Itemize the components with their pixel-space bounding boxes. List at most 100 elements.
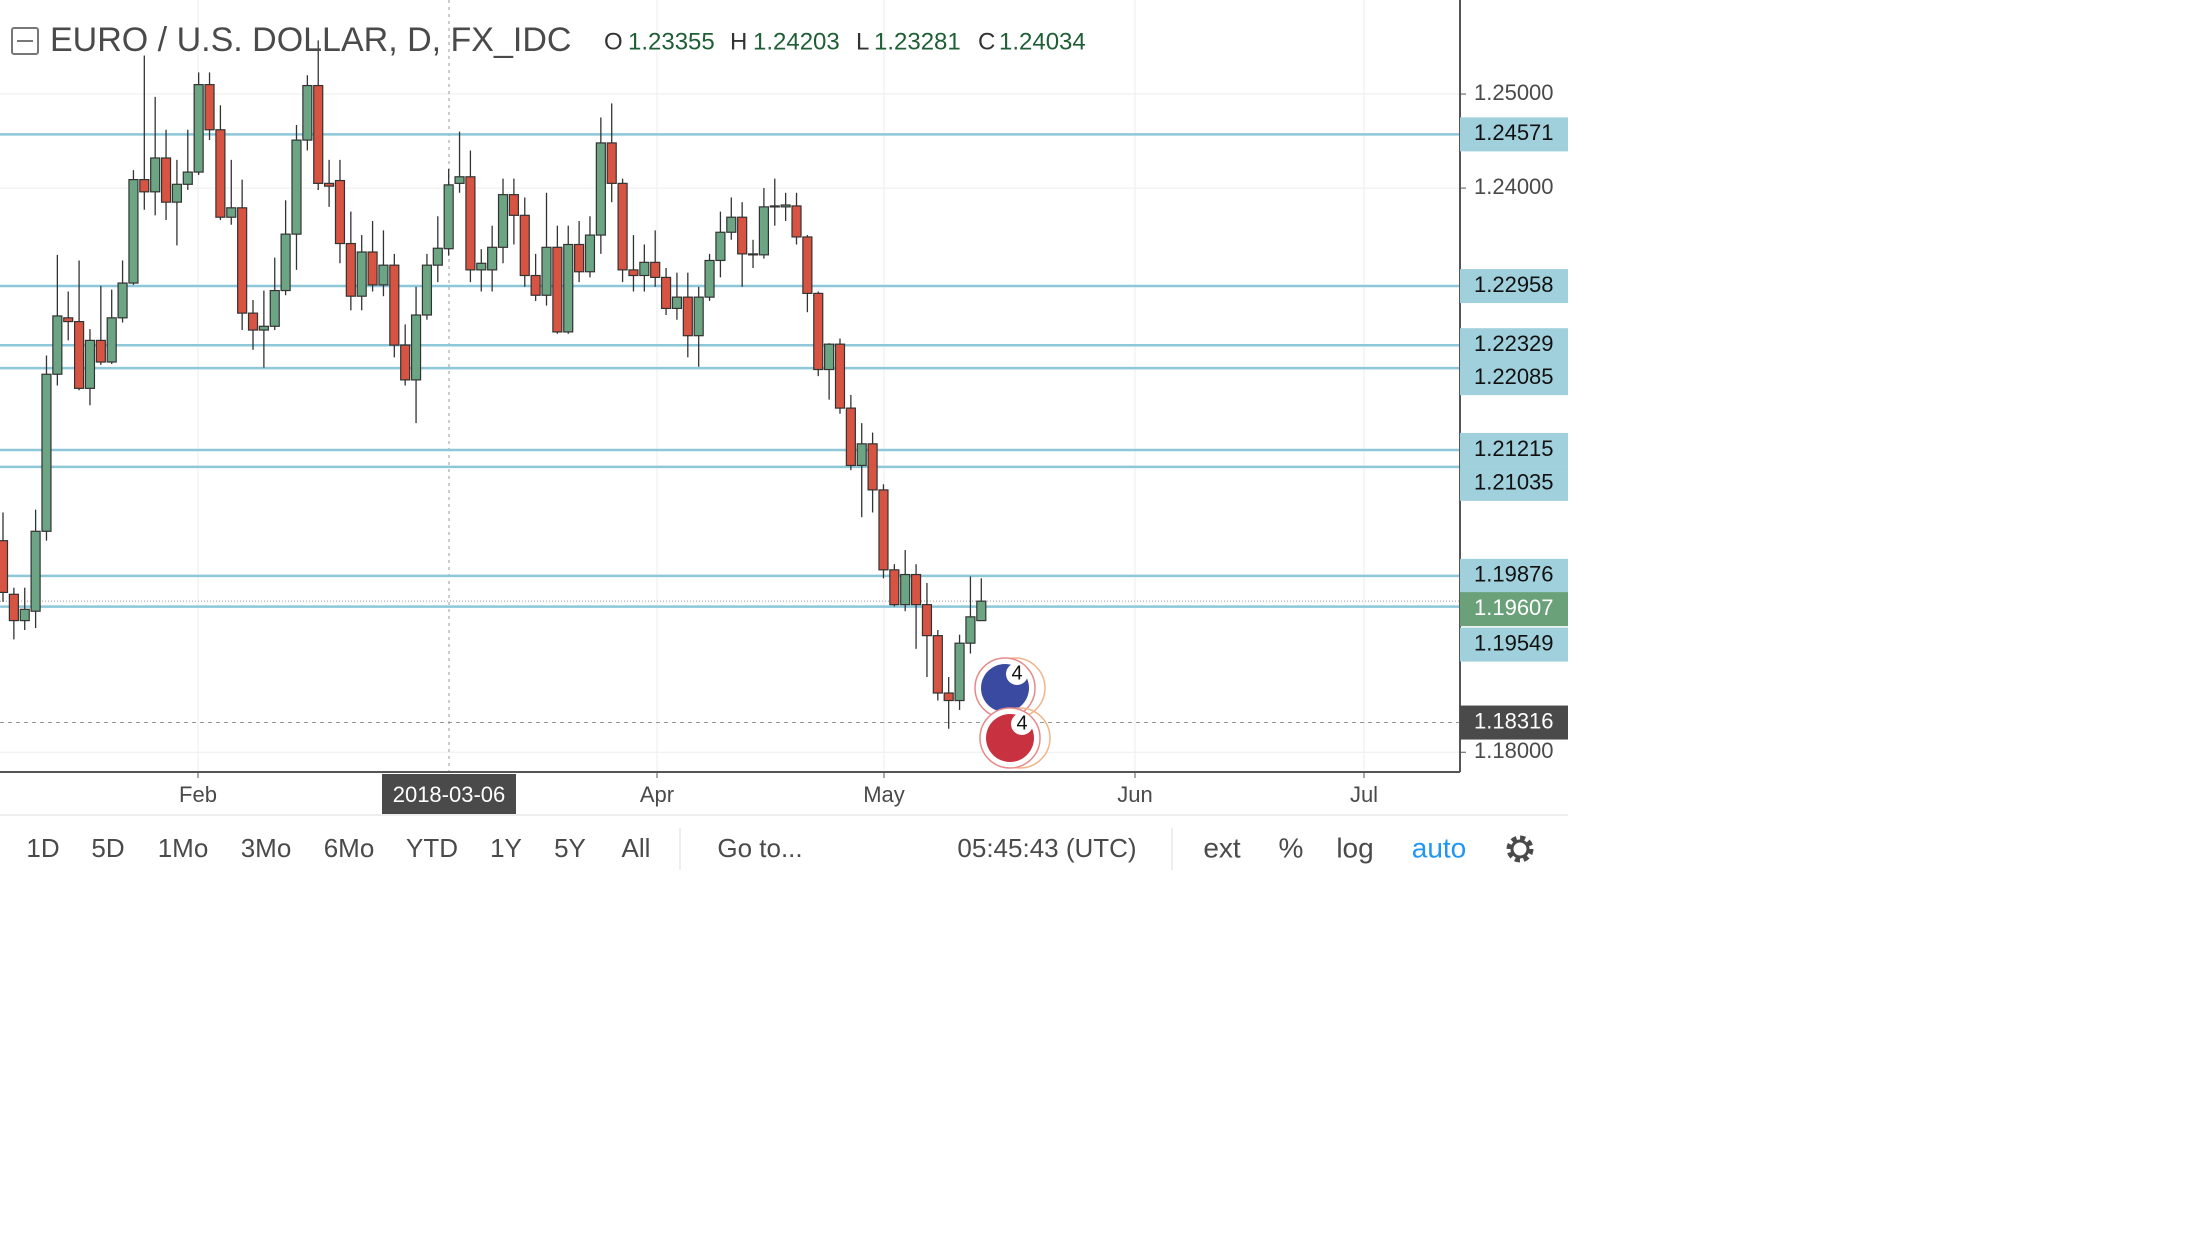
candle-body (160, 157, 172, 203)
candle-body (410, 314, 422, 381)
candle-body (215, 129, 226, 218)
gear-ring (1510, 839, 1530, 859)
candle-body (867, 443, 878, 491)
option-button[interactable]: log (1336, 832, 1373, 863)
candle-body (758, 206, 770, 256)
candle-body (824, 343, 835, 371)
ohlc-value: 1.24203 (753, 28, 840, 55)
candle-body (269, 289, 280, 327)
candle-body (541, 246, 552, 296)
candle-body (976, 600, 987, 622)
candle-body (747, 253, 759, 256)
x-tick-label: Jun (1117, 782, 1152, 807)
price-label: 1.19876 (1474, 562, 1554, 587)
ohlc-letter: O (604, 28, 623, 55)
range-button[interactable]: 6Mo (324, 833, 375, 863)
gear-teeth (1506, 835, 1534, 863)
goto-button[interactable]: Go to... (717, 833, 802, 863)
low-label: 1.18316 (1474, 708, 1554, 733)
candle-body (682, 296, 693, 337)
option-button[interactable]: auto (1412, 832, 1467, 863)
ohlc-letter: C (978, 28, 995, 55)
candle-body (302, 84, 313, 141)
candle-body (258, 325, 269, 331)
candle-body (84, 339, 96, 389)
price-label-box (1460, 269, 1568, 304)
candle-body (628, 269, 639, 277)
candle-body (943, 692, 954, 702)
range-button[interactable]: 1Mo (158, 833, 209, 863)
event-count: 4 (1016, 712, 1027, 734)
event-badge (1011, 713, 1033, 735)
candle-body (454, 176, 465, 184)
candle-body (8, 593, 19, 622)
candle-body (324, 182, 335, 187)
candle-body (95, 339, 106, 363)
candle-body (889, 569, 900, 606)
ohlc-value: 1.23355 (628, 28, 715, 55)
candle-body (519, 214, 530, 277)
range-button[interactable]: 5Y (554, 833, 586, 863)
price-label-box (1460, 627, 1568, 662)
candle-body (574, 243, 585, 273)
candle-body (932, 635, 943, 694)
candle-body (910, 573, 922, 606)
x-tick-label: May (863, 782, 905, 807)
x-tick-label: Jul (1350, 782, 1378, 807)
candle-body (150, 157, 161, 193)
candle-body (291, 139, 302, 235)
candle-body (791, 205, 802, 238)
candle-body (845, 407, 856, 467)
candle-body (0, 540, 9, 593)
y-tick-label: 1.25000 (1474, 80, 1554, 105)
candle-body (497, 194, 509, 248)
candle-body (237, 207, 248, 314)
candle-body (802, 236, 813, 294)
clock: 05:45:43 (UTC) (957, 833, 1136, 863)
price-label: 1.22958 (1474, 272, 1554, 297)
candle-body (780, 204, 791, 208)
range-button[interactable]: 5D (91, 833, 124, 863)
candle-body (617, 182, 628, 271)
candle-body (247, 312, 259, 331)
candle-body (41, 373, 52, 532)
range-button[interactable]: YTD (406, 833, 458, 863)
price-label-box (1460, 361, 1568, 396)
candle-body (73, 320, 85, 389)
candle-body (878, 489, 889, 571)
candle-body (19, 608, 30, 622)
candle-body (313, 84, 324, 184)
range-button[interactable]: All (622, 833, 651, 863)
settings-icon[interactable] (1506, 835, 1534, 863)
candle-body (704, 259, 715, 298)
candle-body (378, 264, 389, 286)
ohlc-letter: H (730, 28, 747, 55)
ohlc-value: 1.24034 (999, 28, 1086, 55)
candle-body (487, 246, 498, 271)
candle-body (834, 343, 846, 409)
crosshair-date: 2018-03-06 (393, 782, 506, 807)
candle-body (650, 261, 661, 278)
option-button[interactable]: % (1279, 832, 1304, 863)
candle-body (52, 315, 63, 375)
candle-body (106, 317, 117, 363)
candle-body (443, 184, 454, 250)
ohlc-letter: L (856, 28, 869, 55)
candle-body (508, 194, 519, 216)
collapse-icon[interactable] (11, 27, 39, 55)
range-button[interactable]: 3Mo (241, 833, 292, 863)
candle-body (63, 317, 74, 323)
event-badge (1006, 663, 1028, 685)
range-button[interactable]: 1D (26, 833, 59, 863)
range-button[interactable]: 1Y (490, 833, 522, 863)
last-price-box (1460, 592, 1568, 627)
low-label-box (1460, 705, 1568, 740)
x-tick-label: Apr (640, 782, 674, 807)
candle-body (389, 264, 400, 346)
candle-body (30, 530, 41, 612)
price-label-box (1460, 328, 1568, 363)
candle-body (900, 573, 911, 606)
candle-body (639, 261, 650, 277)
candle-body (139, 179, 150, 193)
option-button[interactable]: ext (1203, 832, 1241, 863)
